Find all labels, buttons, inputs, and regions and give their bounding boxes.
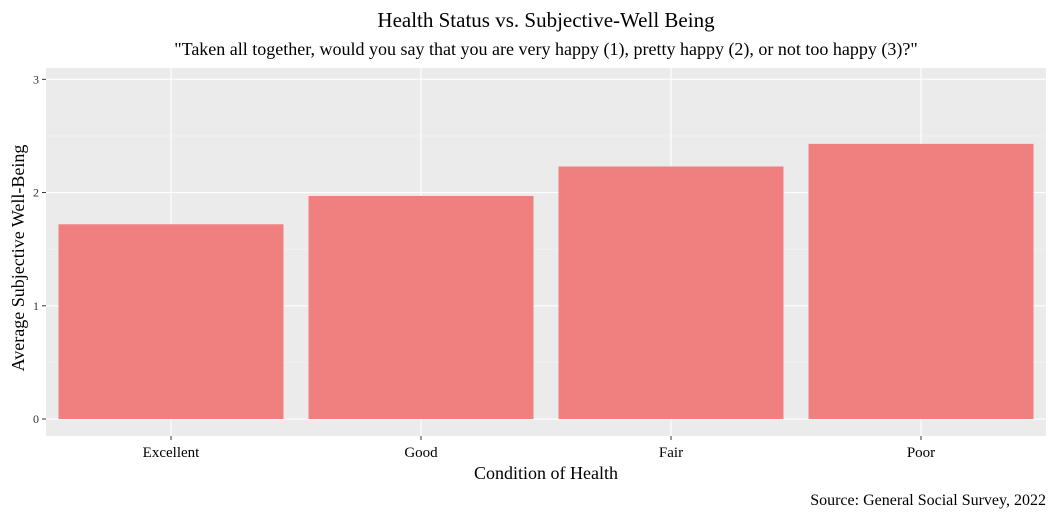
x-tick-label: Excellent <box>143 445 200 461</box>
bar-excellent <box>58 224 284 420</box>
bar-good <box>308 195 534 420</box>
chart-subtitle: "Taken all together, would you say that … <box>174 39 918 60</box>
y-tick-label: 3 <box>33 72 39 86</box>
bar-fair <box>558 166 784 420</box>
chart-title: Health Status vs. Subjective-Well Being <box>377 8 715 32</box>
x-axis-title: Condition of Health <box>474 463 618 483</box>
x-tick-label: Fair <box>659 445 683 461</box>
chart-caption: Source: General Social Survey, 2022 <box>810 492 1046 509</box>
plot-area: 0 1 2 3 Excellent Good Fair Poor <box>33 68 1046 461</box>
x-tick-label: Poor <box>907 445 935 461</box>
y-tick-label: 1 <box>33 299 39 313</box>
y-tick-label: 0 <box>33 412 39 426</box>
x-tick-label: Good <box>404 445 438 461</box>
bar-poor <box>808 143 1034 420</box>
y-axis-title: Average Subjective Well-Being <box>8 145 28 372</box>
y-tick-label: 2 <box>33 186 39 200</box>
